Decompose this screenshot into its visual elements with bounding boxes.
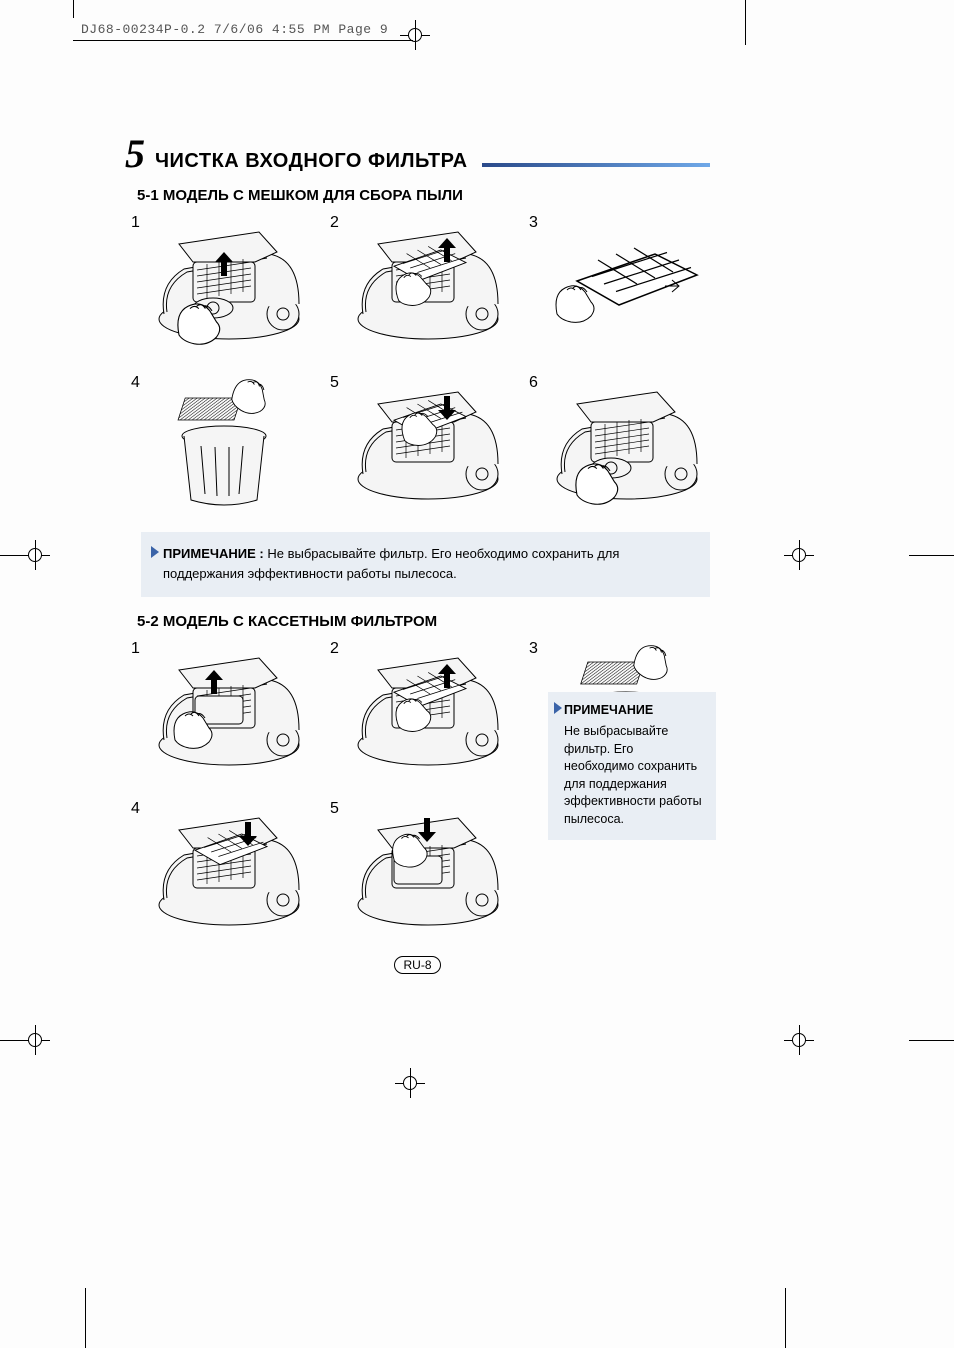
diagram-remove-cassette-icon bbox=[149, 640, 309, 780]
step-a4: 4 bbox=[125, 374, 312, 514]
note-box-2: ПРИМЕЧАНИЕ Не выбрасывайте фильтр. Его н… bbox=[548, 692, 716, 841]
diagram-reinsert-filter2-icon bbox=[149, 800, 309, 940]
step-number: 6 bbox=[529, 374, 538, 392]
step-number: 1 bbox=[131, 214, 140, 232]
diagram-reinsert-filter-icon bbox=[348, 374, 508, 514]
subsection-5-1: 5-1 МОДЕЛЬ С МЕШКОМ ДЛЯ СБОРА ПЫЛИ bbox=[137, 187, 710, 204]
step-a6: 6 bbox=[523, 374, 710, 514]
step-b2: 2 bbox=[324, 640, 511, 780]
note-marker-icon bbox=[151, 546, 159, 558]
section-heading: 5 ЧИСТКА ВХОДНОГО ФИЛЬТРА bbox=[125, 130, 710, 177]
diagram-filter-panel-icon bbox=[547, 214, 707, 354]
note-marker-icon bbox=[554, 702, 562, 714]
diagram-lift-filter-icon bbox=[348, 214, 508, 354]
step-number: 5 bbox=[330, 800, 339, 818]
step-number: 2 bbox=[330, 640, 339, 658]
step-number: 4 bbox=[131, 374, 140, 392]
note-text: Не выбрасывайте фильтр. Его необходимо с… bbox=[564, 724, 702, 826]
diagram-shake-into-bin-icon bbox=[149, 374, 309, 514]
step-number: 5 bbox=[330, 374, 339, 392]
diagram-reinsert-cassette-icon bbox=[348, 800, 508, 940]
diagram-remove-bag-icon bbox=[149, 214, 309, 354]
step-number: 4 bbox=[131, 800, 140, 818]
step-number: 3 bbox=[529, 640, 538, 658]
registration-mark-icon bbox=[20, 540, 50, 570]
registration-mark-icon bbox=[395, 1068, 425, 1098]
note-label: ПРИМЕЧАНИЕ : bbox=[163, 546, 264, 561]
step-number: 3 bbox=[529, 214, 538, 232]
step-a3: 3 bbox=[523, 214, 710, 354]
note-label: ПРИМЕЧАНИЕ bbox=[564, 702, 704, 720]
registration-mark-icon bbox=[20, 1025, 50, 1055]
title-rule bbox=[482, 163, 710, 167]
step-b4: 4 bbox=[125, 800, 312, 940]
note-box-1: ПРИМЕЧАНИЕ : Не выбрасывайте фильтр. Его… bbox=[141, 532, 710, 597]
registration-mark-icon bbox=[784, 540, 814, 570]
registration-mark-icon bbox=[400, 20, 430, 50]
page-content: 5 ЧИСТКА ВХОДНОГО ФИЛЬТРА 5-1 МОДЕЛЬ С М… bbox=[125, 130, 710, 972]
subsection-5-2: 5-2 МОДЕЛЬ С КАССЕТНЫМ ФИЛЬТРОМ bbox=[137, 613, 710, 630]
print-slug: DJ68-00234P-0.2 7/6/06 4:55 PM Page 9 bbox=[81, 22, 388, 37]
page-number: RU-8 bbox=[125, 958, 710, 972]
step-number: 2 bbox=[330, 214, 339, 232]
registration-mark-icon bbox=[784, 1025, 814, 1055]
section-title: ЧИСТКА ВХОДНОГО ФИЛЬТРА bbox=[155, 150, 468, 173]
diagram-lift-filter2-icon bbox=[348, 640, 508, 780]
step-number: 1 bbox=[131, 640, 140, 658]
step-a5: 5 bbox=[324, 374, 511, 514]
step-b1: 1 bbox=[125, 640, 312, 780]
section-number: 5 bbox=[125, 130, 145, 177]
steps-grid-b: 1 2 3 4 bbox=[125, 640, 710, 940]
step-a2: 2 bbox=[324, 214, 511, 354]
diagram-replace-bag-icon bbox=[547, 374, 707, 514]
step-b5: 5 bbox=[324, 800, 511, 940]
page-number-label: RU-8 bbox=[394, 956, 440, 974]
step-a1: 1 bbox=[125, 214, 312, 354]
print-slug-rule bbox=[73, 40, 413, 41]
steps-grid-a: 1 2 3 bbox=[125, 214, 710, 514]
